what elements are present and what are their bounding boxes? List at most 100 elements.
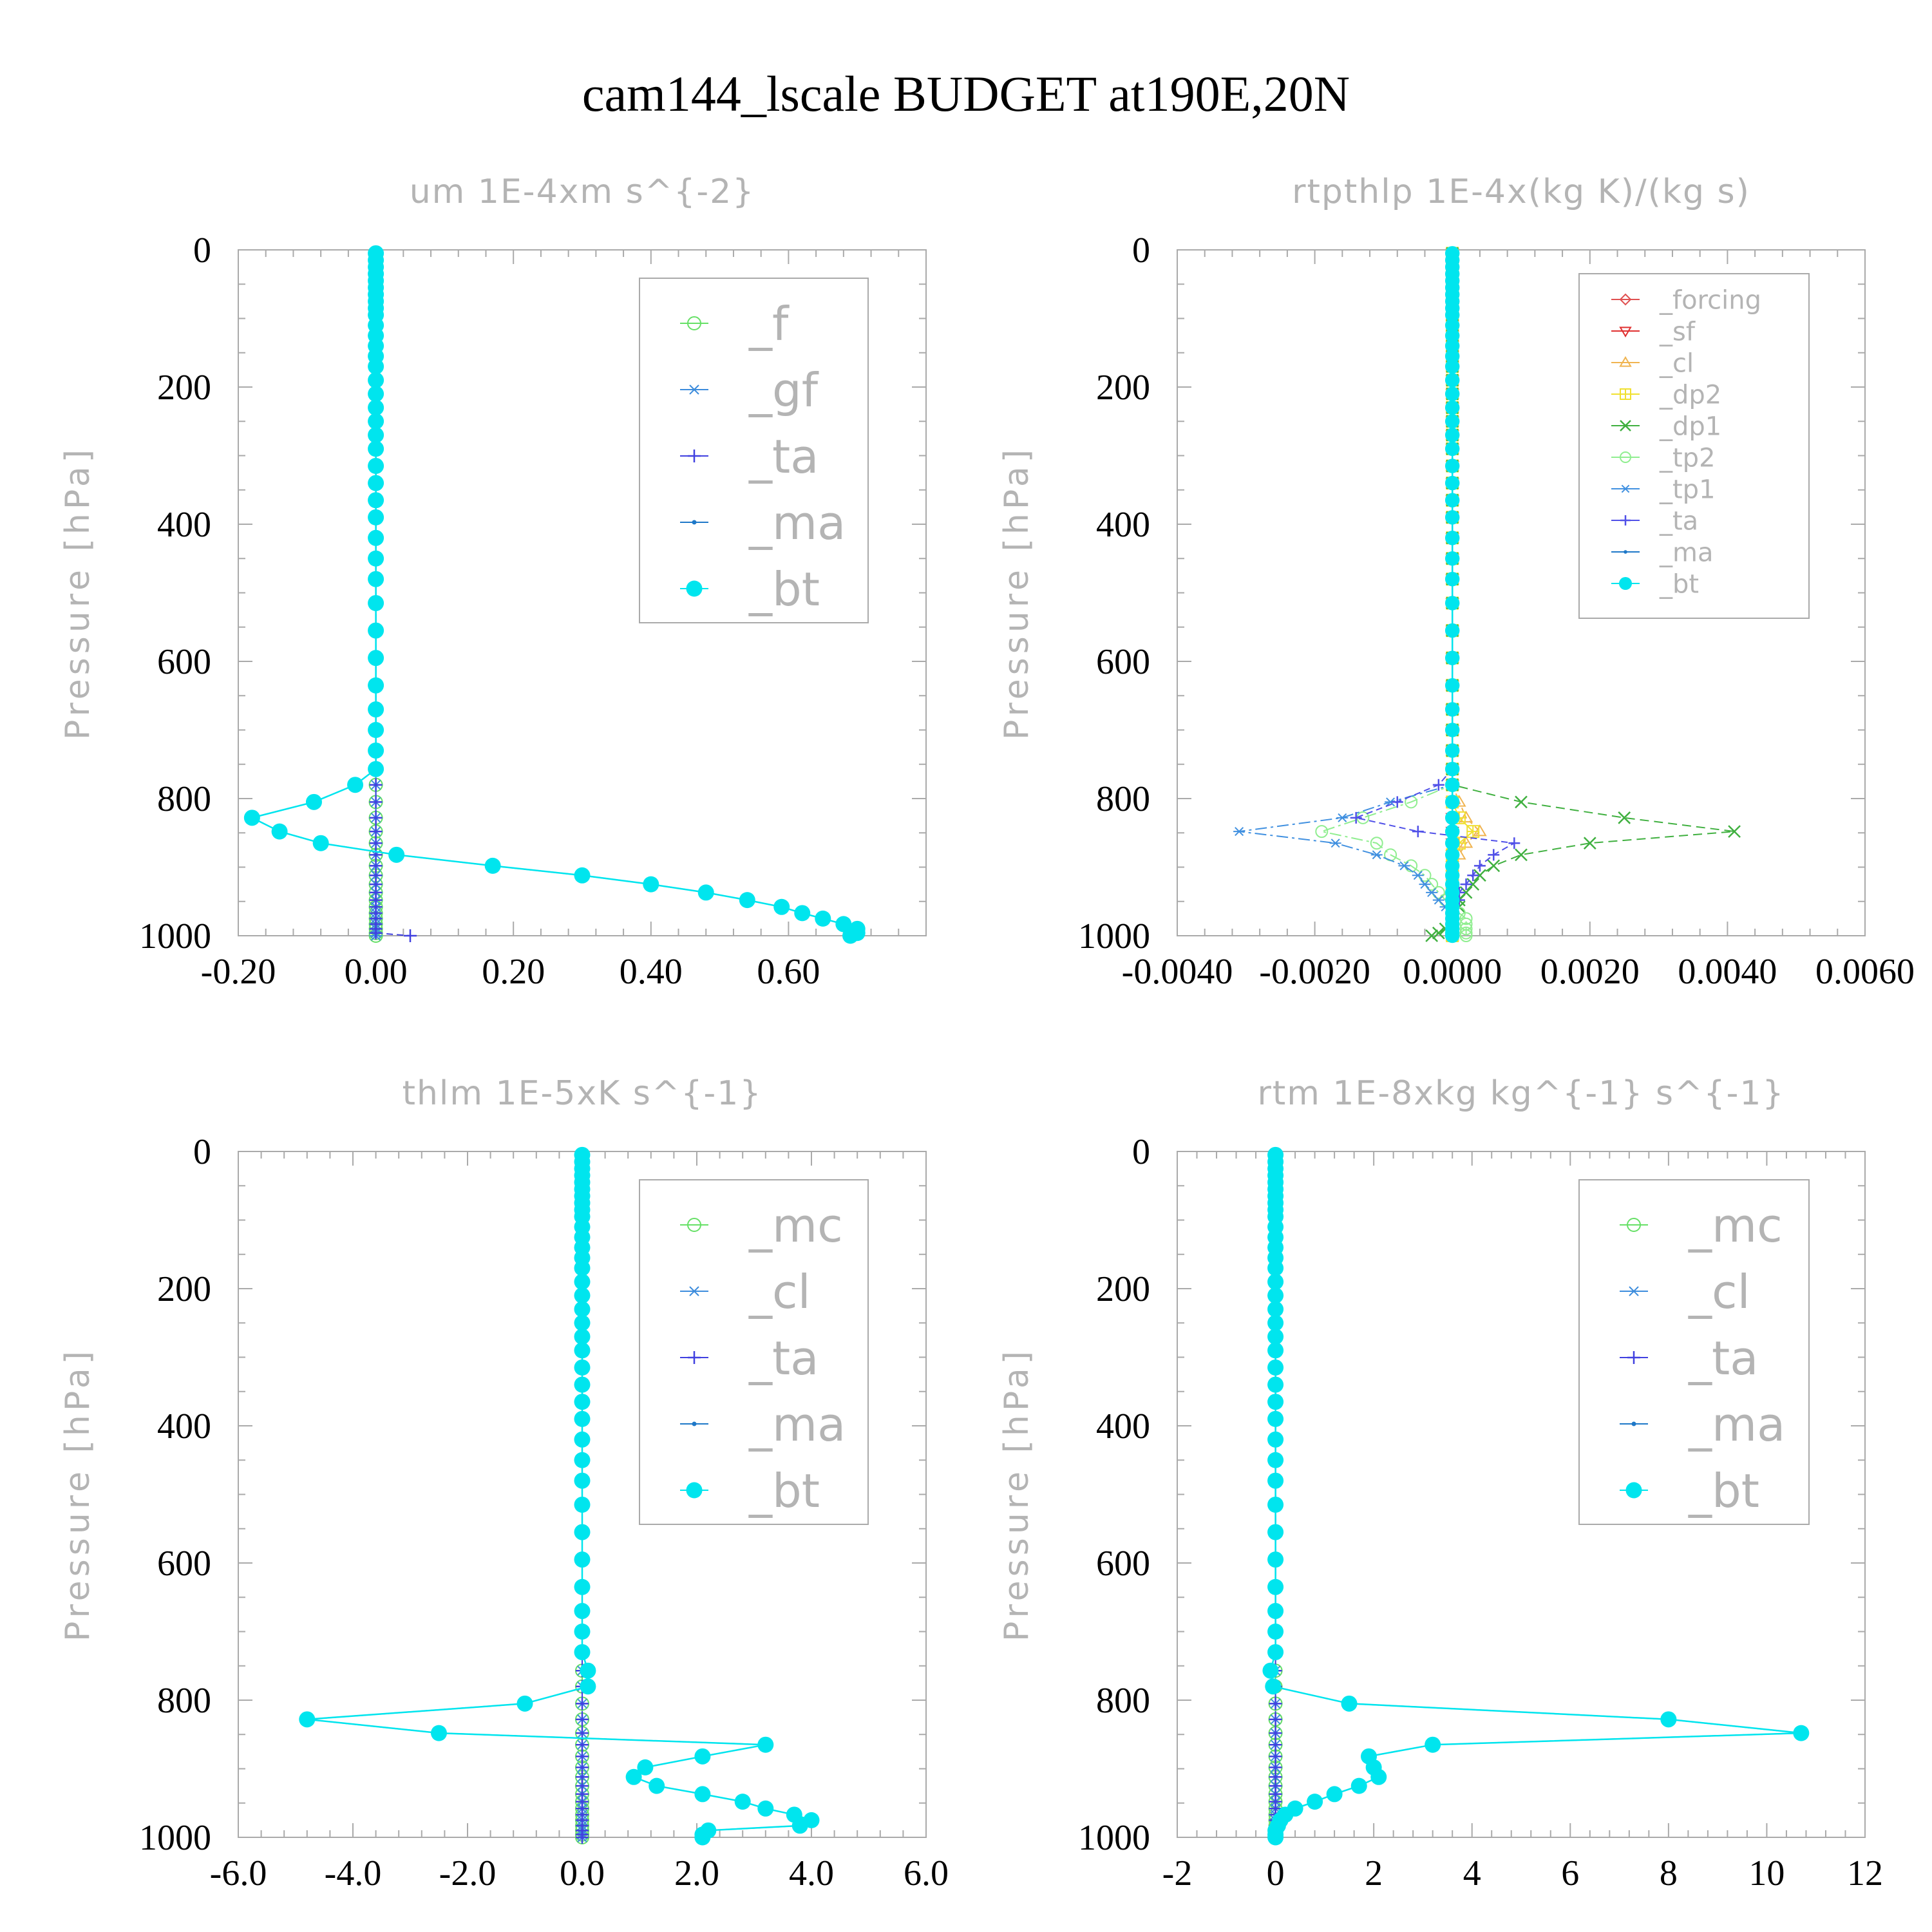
data-point <box>1444 761 1460 777</box>
legend-label: _ma <box>748 496 846 550</box>
data-point <box>574 1496 591 1513</box>
data-point <box>484 857 501 874</box>
data-point <box>368 475 384 491</box>
data-point <box>369 795 383 809</box>
legend-marker <box>1624 550 1627 554</box>
series-line <box>1319 253 1467 936</box>
data-point <box>574 1578 591 1595</box>
data-point <box>1412 871 1424 880</box>
y-tick-label: 800 <box>157 1681 211 1721</box>
panel-title: rtm 1E-8xkg kg^{-1} s^{-1} <box>1257 1074 1785 1113</box>
legend-label: _forcing <box>1659 285 1761 315</box>
legend-item: _gf <box>680 363 819 417</box>
x-tick-label: 0.0000 <box>1403 952 1502 992</box>
legend-label: _ta <box>1688 1331 1758 1385</box>
data-point <box>1444 571 1460 587</box>
plot-frame <box>1177 249 1866 936</box>
data-point <box>574 1603 591 1620</box>
data-point <box>1267 1829 1284 1846</box>
y-tick-label: 200 <box>157 1269 211 1309</box>
data-point <box>299 1711 316 1728</box>
legend-label: _bt <box>748 1464 820 1518</box>
data-point <box>576 1697 589 1710</box>
chart-panel-1: um 1E-4xm s^{-2} Pressure [hPa] -0.20 0.00 0… <box>59 173 927 992</box>
legend-item: _bt <box>1620 1464 1759 1518</box>
chart-panel-2: rtpthlp 1E-4x(kg K)/(kg s) Pressure [hPa]… <box>998 173 1915 992</box>
data-point <box>368 509 384 526</box>
data-point <box>580 1662 596 1679</box>
data-point <box>1660 1711 1677 1728</box>
data-point <box>368 492 384 509</box>
data-point <box>1444 328 1460 343</box>
data-point <box>368 571 384 587</box>
legend-item: _bt <box>1611 569 1699 599</box>
legend-label: _ta <box>1659 506 1698 536</box>
data-point <box>1307 1794 1323 1810</box>
data-point <box>1444 373 1460 388</box>
data-point <box>1315 825 1329 838</box>
x-tick-label: -2.0 <box>439 1853 497 1893</box>
data-point <box>368 358 384 375</box>
data-point <box>1444 848 1460 862</box>
data-point <box>369 837 383 850</box>
data-point <box>1508 837 1520 849</box>
data-point <box>576 1831 589 1844</box>
series-bt <box>299 1146 820 1846</box>
data-point <box>1267 1496 1284 1513</box>
y-tick-label: 0 <box>193 1132 211 1172</box>
series-bt <box>1444 246 1460 943</box>
data-point <box>1444 531 1460 545</box>
legend-item: _cl <box>1611 348 1694 378</box>
legend: _mc _cl _ta _ma _bt <box>1578 1179 1810 1525</box>
y-axis-label: Pressure [hPa] <box>59 1347 97 1642</box>
data-point <box>1444 702 1460 717</box>
series-bt <box>243 245 866 944</box>
data-point <box>1269 1712 1282 1726</box>
data-point <box>1444 723 1460 737</box>
y-tick-label: 0 <box>193 231 211 270</box>
data-point <box>794 905 811 922</box>
x-tick-label: 12 <box>1847 1853 1883 1893</box>
x-tick-label: 10 <box>1748 1853 1785 1893</box>
data-point <box>1444 623 1460 638</box>
legend-marker <box>687 316 701 330</box>
data-point <box>1444 795 1460 810</box>
legend-item: _f <box>680 297 790 351</box>
legend-item: _bt <box>680 1464 820 1518</box>
data-point <box>574 1301 591 1318</box>
data-point <box>1370 1768 1387 1785</box>
x-tick-label: 6.0 <box>904 1853 949 1893</box>
legend-label: _sf <box>1659 317 1696 346</box>
y-tick-label: 200 <box>1096 368 1150 408</box>
legend-label: _dp1 <box>1659 412 1721 441</box>
y-tick-label: 0 <box>1132 1132 1150 1172</box>
legend-item: _tp2 <box>1611 443 1716 473</box>
data-point <box>1432 895 1444 905</box>
legend-marker <box>1619 356 1632 367</box>
chart-panel-4: rtm 1E-8xkg kg^{-1} s^{-1} Pressure [hPa]… <box>998 1074 1883 1893</box>
data-point <box>576 1727 589 1740</box>
legend-marker <box>686 580 703 597</box>
data-point <box>1269 1727 1282 1740</box>
legend-item: _cl <box>680 1265 811 1319</box>
data-point <box>368 427 384 444</box>
legend-item: _ta <box>680 1331 819 1385</box>
legend-marker <box>1625 1482 1642 1499</box>
data-point <box>574 1410 591 1427</box>
x-tick-label: 0.20 <box>482 952 545 992</box>
data-point <box>1267 1342 1284 1359</box>
legend-label: _ma <box>1688 1397 1785 1452</box>
panel-title: thlm 1E-5xK s^{-1} <box>402 1074 762 1113</box>
legend-box <box>1578 1179 1810 1525</box>
legend-marker <box>1620 515 1631 526</box>
data-point <box>625 1768 642 1785</box>
data-point <box>1350 1777 1367 1794</box>
data-point <box>574 1260 591 1276</box>
data-point <box>368 677 384 694</box>
x-tick-label: 0.0 <box>560 1853 605 1893</box>
data-point <box>368 742 384 759</box>
y-tick-label: 400 <box>1096 1406 1150 1446</box>
legend-label: _bt <box>1688 1464 1759 1518</box>
data-point <box>574 1624 591 1640</box>
